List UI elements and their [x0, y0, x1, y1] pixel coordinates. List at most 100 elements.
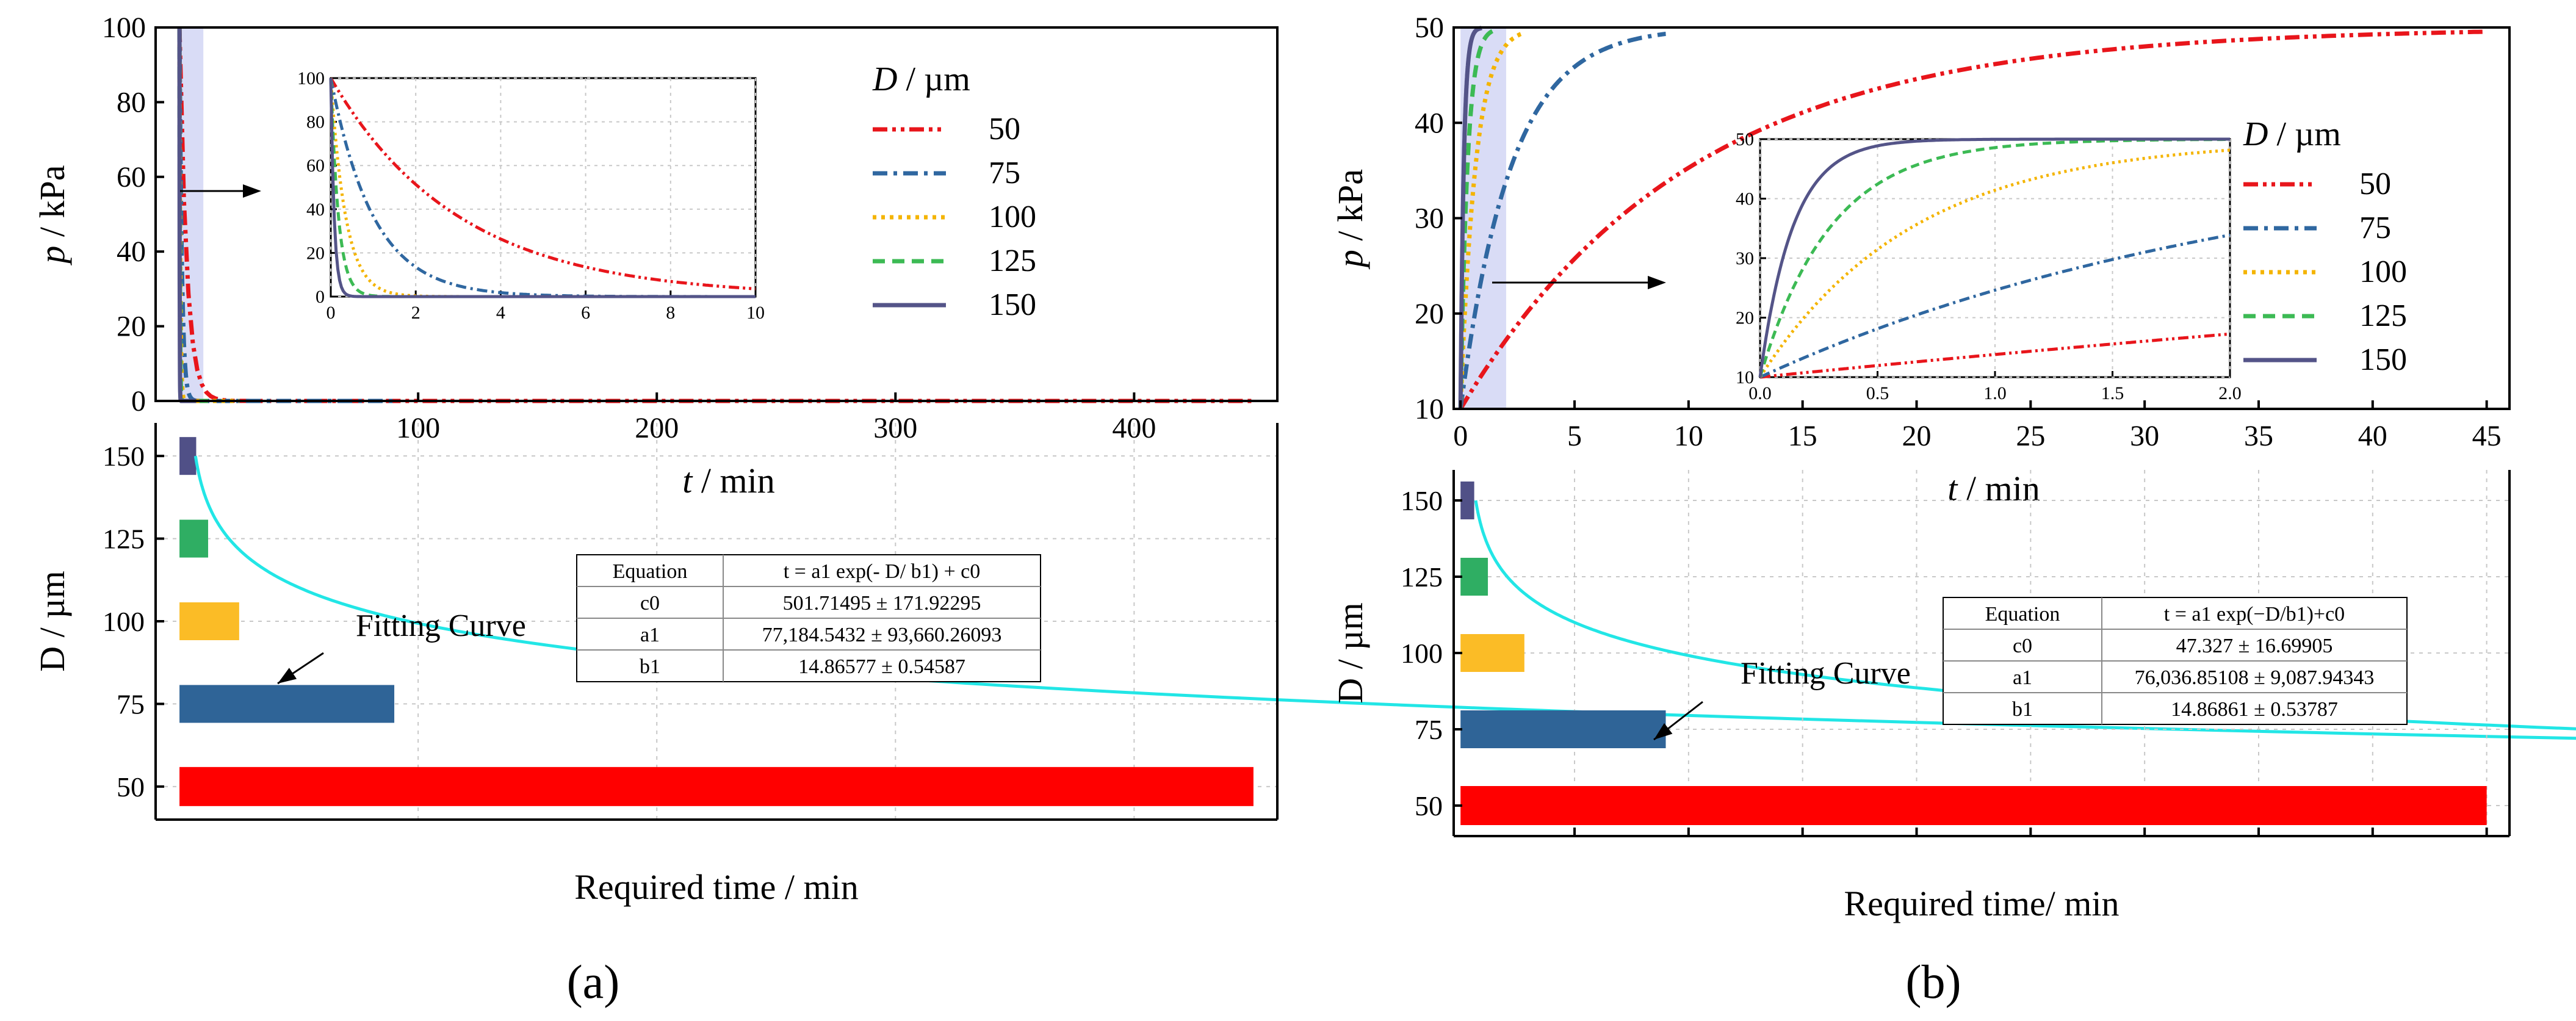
x-tick-label: 40: [2358, 420, 2387, 452]
legend-title-var: D: [2243, 115, 2268, 153]
inset-series-line-150: [1758, 137, 2230, 378]
bar-150: [1460, 482, 1474, 519]
y-tick-label: 50: [1415, 12, 1444, 44]
y-tick-label: 80: [117, 86, 146, 118]
y-axis-title: D / µm: [1330, 602, 1370, 704]
x-tick-label: 10: [1674, 420, 1703, 452]
equation-table-header: Equation: [613, 560, 688, 583]
plot-frame: [154, 26, 1279, 402]
zoom-arrow-head: [1648, 276, 1666, 289]
inset-y-tick-label: 50: [1736, 129, 1754, 150]
bar-125: [1460, 558, 1488, 596]
legend-label-50: 50: [989, 112, 1020, 146]
equation-table-value: 501.71495 ± 171.92295: [783, 592, 981, 615]
bar-50: [1460, 786, 2487, 825]
series-line-125: [1458, 27, 1496, 409]
inset-x-tick-label: 0.0: [1748, 383, 1772, 403]
y-tick-label: 10: [1415, 393, 1444, 425]
inset-x-tick-label: 0: [327, 303, 336, 323]
inset-y-tick-label: 20: [306, 243, 325, 263]
x-tick-label: 30: [2130, 420, 2159, 452]
x-axis-unit: / min: [692, 461, 774, 500]
equation-table-value: 76,036.85108 ± 9,087.94343: [2135, 666, 2375, 689]
x-tick-label: 20: [1902, 420, 1932, 452]
y-tick-label: 100: [102, 12, 146, 44]
x-axis-title: t / min: [682, 461, 774, 500]
x-axis-var: t: [1947, 469, 1958, 508]
series-line-150: [1458, 26, 1483, 409]
x-axis-var: t: [682, 461, 693, 500]
inset-x-tick-label: 8: [666, 303, 675, 323]
inset-series-line-50: [329, 77, 756, 290]
legend-label-125: 125: [2359, 298, 2407, 333]
inset-series-line-100: [1758, 148, 2231, 378]
bar-50: [179, 767, 1254, 806]
y-tick-label: 100: [103, 606, 145, 637]
fitting-curve-arrow-head: [278, 668, 297, 684]
x-axis-title: Required time/ min: [1844, 884, 2119, 923]
equation-table-param: a1: [640, 624, 660, 646]
y-axis-title: p / kPa: [32, 165, 72, 265]
legend-title-unit: / µm: [897, 60, 970, 98]
legend-label-75: 75: [989, 156, 1020, 190]
y-tick-label: 30: [1415, 203, 1444, 235]
equation-table: Equation t = a1 exp(- D/ b1) + c0 c0 501.71…: [576, 554, 1041, 682]
equation-formula: t = a1 exp(- D/ b1) + c0: [784, 560, 981, 583]
inset-series-line-150: [329, 78, 756, 298]
inset-y-tick-label: 30: [1736, 248, 1754, 269]
y-tick-label: 40: [117, 236, 146, 268]
inset-x-tick-label: 0.5: [1866, 383, 1889, 403]
panel-b: 10 20 30 40 50 0 5 10 15 20 25 30 35 40 45 t / min p / k…: [1330, 12, 2576, 923]
equation-table-param: a1: [2013, 666, 2032, 689]
fitting-curve: [1474, 500, 2576, 731]
y-tick-label: 150: [103, 441, 145, 472]
legend: D / µm 50 75 100 125 150: [2243, 115, 2407, 377]
inset-x-tick-label: 2: [411, 303, 420, 323]
inset-y-tick-label: 60: [306, 156, 325, 176]
y-axis-unit: / kPa: [32, 165, 72, 245]
y-tick-label: 100: [1401, 638, 1443, 669]
equation-table-value: 14.86577 ± 0.54587: [798, 655, 965, 678]
inset-x-tick-label: 6: [581, 303, 590, 323]
y-tick-label: 150: [1401, 485, 1443, 516]
inset-y-tick-label: 20: [1736, 308, 1754, 328]
x-tick-label: 5: [1567, 420, 1582, 452]
legend-title-unit: / µm: [2268, 115, 2340, 153]
bar-75: [179, 685, 395, 723]
legend-label-75: 75: [2359, 211, 2391, 245]
x-tick-label: 100: [396, 412, 440, 444]
inset-y-tick-label: 40: [1736, 189, 1754, 209]
bar-75: [1460, 710, 1666, 748]
x-axis-title: Required time / min: [574, 867, 859, 907]
equation-table-param: b1: [2012, 698, 2033, 721]
x-axis-title: t / min: [1947, 469, 2040, 508]
equation-table: Equation t = a1 exp(−D/b1)+c0 c0 47.327 ± 1…: [1943, 597, 2408, 725]
inset-x-tick-label: 10: [746, 303, 765, 323]
legend-title-var: D: [872, 60, 897, 98]
fitting-curve-label: Fitting Curve: [356, 608, 526, 643]
x-tick-label: 35: [2244, 420, 2273, 452]
y-tick-label: 75: [117, 688, 145, 720]
equation-table-header: Equation: [1985, 603, 2060, 626]
legend-label-100: 100: [2359, 254, 2407, 289]
y-axis-unit: / kPa: [1330, 169, 1370, 250]
inset-x-tick-label: 1.5: [2101, 383, 2124, 403]
inset-y-tick-label: 40: [306, 200, 325, 220]
fitting-curve-label: Fitting Curve: [1741, 656, 1911, 691]
series-group: [1458, 26, 2487, 410]
inset-plot: 0.0 0.5 1.0 1.5 2.0 10 20 30 40 50: [1736, 129, 2242, 403]
y-tick-label: 40: [1415, 107, 1444, 139]
legend-label-150: 150: [989, 287, 1036, 322]
inset-y-tick-label: 100: [297, 68, 325, 88]
equation-table-param: c0: [2013, 635, 2032, 657]
legend-label-150: 150: [2359, 342, 2407, 377]
equation-table-param: b1: [640, 655, 660, 678]
x-tick-label: 15: [1788, 420, 1817, 452]
equation-formula: t = a1 exp(−D/b1)+c0: [2164, 603, 2345, 626]
panel-label-a: (a): [567, 955, 620, 1008]
zoom-arrow-head: [243, 184, 261, 198]
y-tick-label: 60: [117, 161, 146, 193]
